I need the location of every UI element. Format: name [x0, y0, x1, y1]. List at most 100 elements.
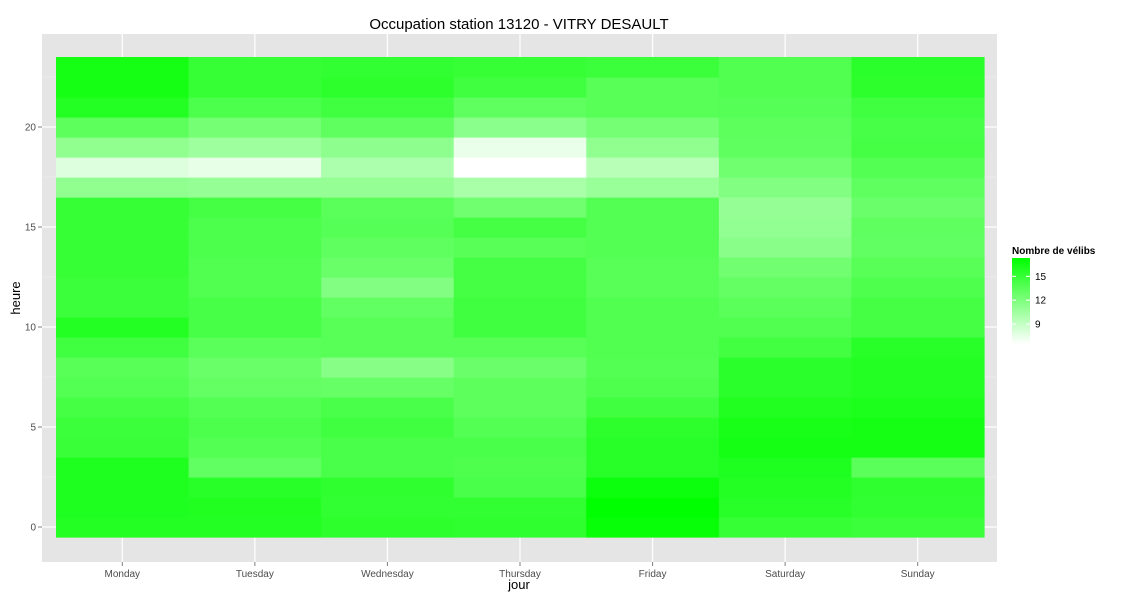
heatmap-tile — [718, 417, 853, 438]
heatmap-tile — [321, 77, 455, 98]
heatmap-tile — [56, 477, 190, 498]
chart-title: Occupation station 13120 - VITRY DESAULT — [369, 16, 668, 33]
heatmap-tile — [56, 237, 190, 258]
heatmap-tile — [321, 157, 455, 178]
heatmap-tile — [851, 117, 985, 138]
heatmap-tile — [453, 77, 587, 98]
heatmap-tile — [718, 517, 853, 538]
x-axis-title: jour — [507, 577, 530, 592]
heatmap-tile — [321, 397, 455, 418]
heatmap-tile — [56, 417, 190, 438]
heatmap-tile — [851, 477, 985, 498]
heatmap-tile — [188, 97, 322, 118]
heatmap-tile — [718, 477, 853, 498]
heatmap-tile — [188, 437, 322, 458]
heatmap-tile — [188, 157, 322, 178]
heatmap-tile — [586, 217, 720, 238]
heatmap-tile — [718, 497, 853, 518]
x-tick-label: Sunday — [901, 569, 935, 580]
heatmap-tile — [321, 337, 455, 358]
heatmap-tile — [453, 277, 587, 298]
heatmap-tile — [718, 117, 853, 138]
heatmap-tile — [188, 217, 322, 238]
legend-ticks: 9 12 15 — [1012, 272, 1047, 331]
heatmap-tile — [586, 297, 720, 318]
heatmap-tile — [851, 77, 985, 98]
heatmap-tile — [851, 337, 985, 358]
heatmap-tile — [321, 177, 455, 198]
heatmap-tile — [321, 477, 455, 498]
x-axis: Monday Tuesday Wednesday Thursday Friday Satu… — [104, 562, 935, 580]
heatmap-tile — [586, 237, 720, 258]
heatmap-tile — [718, 177, 853, 198]
heatmap-tile — [586, 77, 720, 98]
heatmap-tile — [718, 397, 853, 418]
heatmap-tile — [851, 197, 985, 218]
legend-tick-label: 9 — [1035, 320, 1041, 331]
heatmap-tile — [586, 337, 720, 358]
heatmap-tile — [188, 137, 322, 158]
heatmap-tile — [188, 377, 322, 398]
x-tick-label: Thursday — [499, 569, 541, 580]
heatmap-tile — [56, 137, 190, 158]
heatmap-tile — [586, 497, 720, 518]
heatmap-tile — [188, 417, 322, 438]
heatmap-tile — [586, 157, 720, 178]
heatmap-tile — [321, 57, 455, 78]
heatmap-tile — [56, 297, 190, 318]
heatmap-tile — [718, 217, 853, 238]
heatmap-tile — [188, 297, 322, 318]
x-tick-label: Saturday — [765, 569, 805, 580]
heatmap-tile — [453, 237, 587, 258]
heatmap-tile — [453, 517, 587, 538]
heatmap-tile — [56, 497, 190, 518]
heatmap-tile — [56, 157, 190, 178]
heatmap-tile — [718, 377, 853, 398]
heatmap-tile — [586, 457, 720, 478]
heatmap-tile — [56, 277, 190, 298]
heatmap-tile — [321, 517, 455, 538]
legend-tick-label: 15 — [1035, 272, 1047, 283]
legend-tick-label: 12 — [1035, 296, 1047, 307]
legend-title: Nombre de vélibs — [1012, 246, 1096, 257]
heatmap-tile — [851, 397, 985, 418]
heatmap-tile — [453, 457, 587, 478]
heatmap-tile — [453, 337, 587, 358]
heatmap-tile — [586, 117, 720, 138]
heatmap-tile — [188, 277, 322, 298]
heatmap-tile — [718, 197, 853, 218]
y-axis: 0 5 10 15 20 — [25, 123, 42, 534]
heatmap-tile — [586, 97, 720, 118]
heatmap-tile — [851, 237, 985, 258]
heatmap-tile — [188, 177, 322, 198]
heatmap-tile — [718, 137, 853, 158]
heatmap-tile — [188, 317, 322, 338]
heatmap-tile — [321, 437, 455, 458]
heatmap-tile — [56, 397, 190, 418]
heatmap-tile — [718, 277, 853, 298]
heatmap-tile — [453, 217, 587, 238]
heatmap-tile — [56, 217, 190, 238]
heatmap-tile — [188, 57, 322, 78]
heatmap-tile — [188, 237, 322, 258]
heatmap-tile — [56, 117, 190, 138]
heatmap-tile — [453, 197, 587, 218]
heatmap-tile — [321, 317, 455, 338]
heatmap-tile — [56, 337, 190, 358]
heatmap-tile — [56, 317, 190, 338]
heatmap-tile — [851, 257, 985, 278]
heatmap-tile — [851, 357, 985, 378]
heatmap-tile — [188, 77, 322, 98]
heatmap-tile — [718, 57, 853, 78]
heatmap-tile — [586, 517, 720, 538]
heatmap-tile — [851, 137, 985, 158]
heatmap-tile — [718, 317, 853, 338]
heatmap-tile — [56, 377, 190, 398]
heatmap-tile — [453, 417, 587, 438]
heatmap-tile — [453, 497, 587, 518]
heatmap-tile — [851, 217, 985, 238]
heatmap-tile — [56, 457, 190, 478]
heatmap-tile — [851, 57, 985, 78]
heatmap-tile — [453, 477, 587, 498]
